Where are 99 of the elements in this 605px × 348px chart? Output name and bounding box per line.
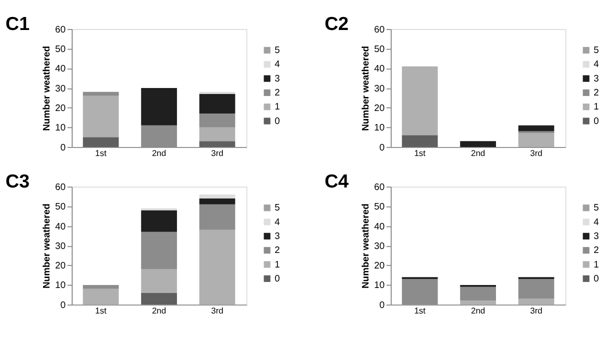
x-tick-label: 3rd xyxy=(530,306,543,316)
legend-label: 4 xyxy=(594,58,599,70)
y-axis-title: Number weathered xyxy=(359,203,370,288)
bar xyxy=(199,198,236,204)
legend-label: 0 xyxy=(274,272,280,284)
legend-label: 3 xyxy=(594,230,599,242)
y-tick-label: 40 xyxy=(55,62,66,74)
bar xyxy=(141,88,177,126)
bar xyxy=(460,141,496,147)
y-tick-label: 40 xyxy=(374,220,385,232)
x-tick-label: 3rd xyxy=(211,148,224,158)
bar xyxy=(199,230,236,305)
y-tick-label: 10 xyxy=(374,122,385,133)
bar xyxy=(82,284,119,289)
legend-label: 5 xyxy=(274,44,280,56)
x-tick-label: 2nd xyxy=(152,148,166,158)
bar xyxy=(460,300,496,305)
legend-label: 3 xyxy=(274,230,280,242)
legend-label: 0 xyxy=(594,114,599,126)
bar xyxy=(199,94,236,114)
legend-label: 4 xyxy=(274,216,280,227)
y-tick-label: 10 xyxy=(55,122,66,133)
y-axis-title: Number weathered xyxy=(359,46,370,131)
legend-label: 0 xyxy=(274,114,280,126)
legend-label: 3 xyxy=(274,72,280,84)
y-tick-label: 30 xyxy=(55,240,66,251)
y-tick-label: 50 xyxy=(374,200,385,212)
legend-label: 2 xyxy=(274,244,280,256)
y-tick-label: 10 xyxy=(55,279,66,290)
bar xyxy=(199,114,236,128)
x-tick-label: 1st xyxy=(95,306,108,316)
y-tick-label: 30 xyxy=(374,82,385,94)
legend-label: 2 xyxy=(594,86,599,98)
y-tick-label: 0 xyxy=(60,141,66,152)
y-tick-label: 20 xyxy=(55,102,66,113)
bar xyxy=(518,298,554,305)
chart-title: C4 xyxy=(324,170,350,192)
legend-label: 2 xyxy=(594,244,599,256)
legend-label: 2 xyxy=(274,86,280,98)
chart-title: C1 xyxy=(6,12,30,34)
legend-label: 4 xyxy=(274,58,280,70)
chart-title: C3 xyxy=(6,170,30,192)
legend-label: 5 xyxy=(594,202,599,213)
bar xyxy=(141,232,177,270)
y-tick-label: 20 xyxy=(374,102,385,113)
bar xyxy=(460,286,496,301)
legend-label: 0 xyxy=(594,272,599,284)
legend-label: 5 xyxy=(594,44,599,56)
y-tick-label: 0 xyxy=(60,298,66,310)
y-tick-label: 60 xyxy=(374,180,385,192)
legend-label: 1 xyxy=(274,258,280,270)
legend-label: 1 xyxy=(594,258,599,270)
bar xyxy=(141,292,177,305)
y-tick-label: 20 xyxy=(55,260,66,271)
legend-label: 4 xyxy=(594,216,599,227)
bar xyxy=(82,92,119,96)
bar xyxy=(141,269,177,293)
bar xyxy=(199,127,236,142)
x-tick-label: 2nd xyxy=(470,148,486,158)
legend-label: 5 xyxy=(274,202,280,213)
y-tick-label: 60 xyxy=(55,180,66,192)
bar xyxy=(518,133,554,147)
x-tick-label: 1st xyxy=(414,306,426,316)
bar xyxy=(141,210,177,232)
bar xyxy=(518,279,554,299)
y-tick-label: 60 xyxy=(55,23,66,34)
y-axis-title: Number weathered xyxy=(40,46,52,131)
y-tick-label: 60 xyxy=(374,23,385,34)
x-tick-label: 2nd xyxy=(152,306,166,316)
y-tick-label: 50 xyxy=(374,42,385,54)
y-tick-label: 30 xyxy=(374,240,385,251)
bar xyxy=(402,135,438,147)
x-tick-label: 3rd xyxy=(211,306,224,316)
chart-title: C2 xyxy=(324,12,349,34)
bar xyxy=(82,137,119,147)
legend-label: 3 xyxy=(594,72,599,84)
bar xyxy=(82,96,119,138)
y-tick-label: 20 xyxy=(374,260,385,271)
y-tick-label: 40 xyxy=(55,220,66,232)
y-tick-label: 10 xyxy=(374,279,385,290)
y-tick-label: 50 xyxy=(55,42,66,54)
bar xyxy=(199,204,236,230)
x-tick-label: 2nd xyxy=(470,306,486,316)
legend-label: 1 xyxy=(594,100,599,112)
x-tick-label: 1st xyxy=(414,148,426,158)
y-tick-label: 0 xyxy=(379,141,385,152)
bar xyxy=(402,66,438,136)
y-tick-label: 40 xyxy=(374,62,385,74)
y-axis-title: Number weathered xyxy=(40,203,52,288)
y-tick-label: 0 xyxy=(379,298,385,310)
bar xyxy=(199,141,236,147)
bar xyxy=(518,125,554,132)
y-tick-label: 30 xyxy=(55,82,66,94)
bar xyxy=(199,194,236,198)
x-tick-label: 1st xyxy=(95,148,108,158)
bar xyxy=(82,288,119,305)
legend-label: 1 xyxy=(274,100,280,112)
x-tick-label: 3rd xyxy=(530,148,543,158)
y-tick-label: 50 xyxy=(55,200,66,212)
